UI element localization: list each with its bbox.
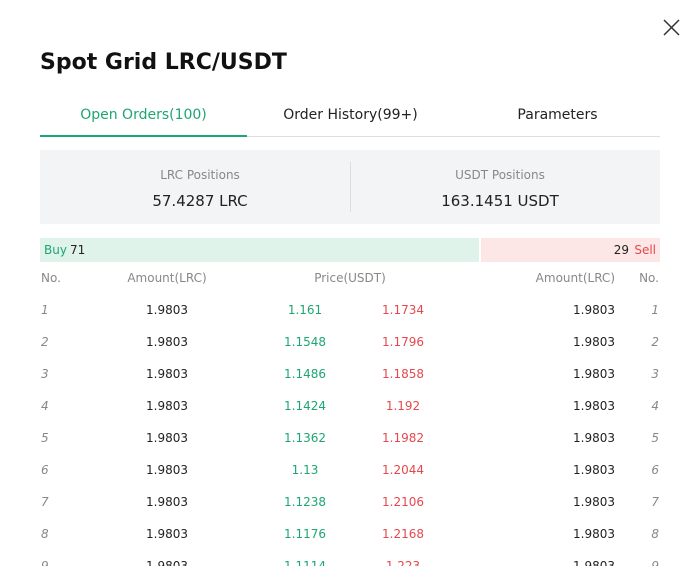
column-header: No.: [41, 271, 61, 285]
table-cell: 1.9803: [146, 399, 188, 413]
table-cell: 3: [41, 367, 49, 381]
table-cell: 1.1734: [382, 303, 424, 317]
table-cell: 1.9803: [573, 527, 615, 541]
table-cell: 1.1548: [284, 335, 326, 349]
table-cell: 1.1424: [284, 399, 326, 413]
table-cell: 1.9803: [573, 399, 615, 413]
table-cell: 3: [651, 367, 659, 381]
table-cell: 1.9803: [573, 335, 615, 349]
table-cell: 7: [651, 495, 659, 509]
table-cell: 1.9803: [573, 303, 615, 317]
table-cell: 8: [651, 527, 659, 541]
table-cell: 1.1796: [382, 335, 424, 349]
table-cell: 1.9803: [146, 495, 188, 509]
table-cell: 1.1114: [284, 559, 326, 566]
table-cell: 1.9803: [573, 431, 615, 445]
table-cell: 8: [41, 527, 49, 541]
sell-count: 29: [613, 243, 629, 257]
table-cell: 1: [651, 303, 659, 317]
table-cell: 2: [651, 335, 659, 349]
buy-count: 71: [70, 243, 86, 257]
column-header: Amount(LRC): [535, 271, 615, 285]
table-cell: 1.9803: [146, 303, 188, 317]
table-cell: 1.1362: [284, 431, 326, 445]
table-cell: 5: [41, 431, 49, 445]
column-header: Price(USDT): [314, 271, 386, 285]
table-cell: 7: [41, 495, 49, 509]
table-cell: 1.9803: [146, 335, 188, 349]
position-value: 163.1451 USDT: [441, 192, 559, 210]
position-label: LRC Positions: [160, 168, 240, 182]
table-cell: 1.223: [385, 559, 421, 566]
table-cell: 1.13: [291, 463, 319, 477]
table-cell: 4: [41, 399, 49, 413]
sell-label: Sell: [634, 243, 656, 257]
position-value: 57.4287 LRC: [152, 192, 248, 210]
column-header: No.: [639, 271, 659, 285]
sell-bar: [480, 238, 660, 262]
table-cell: 1.1858: [382, 367, 424, 381]
tab-divider: [40, 136, 660, 137]
table-cell: 1.9803: [573, 367, 615, 381]
table-cell: 1.1486: [284, 367, 326, 381]
table-cell: 2: [41, 335, 49, 349]
table-cell: 4: [651, 399, 659, 413]
tab[interactable]: Parameters: [517, 107, 598, 123]
table-cell: 1.9803: [146, 431, 188, 445]
table-cell: 1.161: [287, 303, 323, 317]
table-cell: 9: [651, 559, 659, 566]
tab-underline: [40, 135, 247, 137]
table-cell: 1.9803: [146, 367, 188, 381]
table-cell: 1.2044: [382, 463, 424, 477]
panel-divider: [350, 162, 351, 212]
table-cell: 6: [41, 463, 49, 477]
table-cell: 1.9803: [573, 559, 615, 566]
table-cell: 1.9803: [146, 527, 188, 541]
close-button[interactable]: [662, 18, 682, 38]
table-cell: 1.2106: [382, 495, 424, 509]
table-cell: 9: [41, 559, 49, 566]
tab[interactable]: Order History(99+): [283, 107, 418, 123]
table-cell: 1: [41, 303, 49, 317]
table-cell: 1.1238: [284, 495, 326, 509]
table-cell: 1.192: [385, 399, 421, 413]
tab[interactable]: Open Orders(100): [80, 107, 207, 123]
table-cell: 1.9803: [573, 463, 615, 477]
position-label: USDT Positions: [455, 168, 545, 182]
table-cell: 6: [651, 463, 659, 477]
table-cell: 1.2168: [382, 527, 424, 541]
table-cell: 1.9803: [573, 495, 615, 509]
column-header: Amount(LRC): [127, 271, 207, 285]
table-cell: 1.9803: [146, 463, 188, 477]
table-cell: 5: [651, 431, 659, 445]
table-cell: 1.9803: [146, 559, 188, 566]
title: Spot Grid LRC/USDT: [40, 50, 287, 75]
table-cell: 1.1982: [382, 431, 424, 445]
buy-bar: [40, 238, 479, 262]
buy-label: Buy: [44, 243, 67, 257]
table-cell: 1.1176: [284, 527, 326, 541]
